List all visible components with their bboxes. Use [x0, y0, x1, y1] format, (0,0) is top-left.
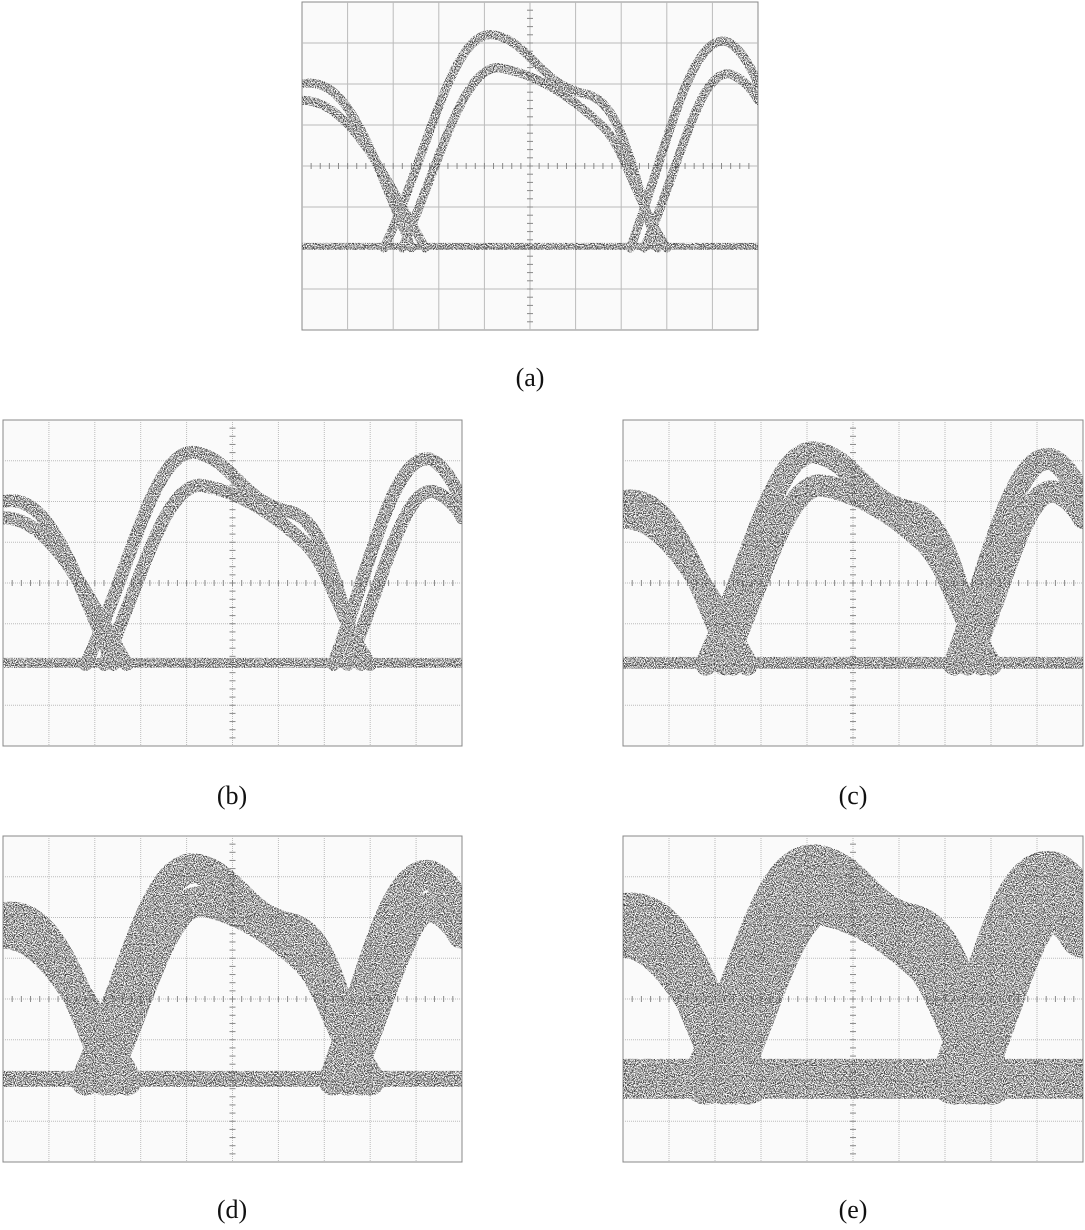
eye-diagram-panel [623, 836, 1083, 1162]
panel-label: (b) [217, 781, 247, 810]
eye-trace-group [302, 2, 758, 330]
eye-diagram-panel [3, 836, 462, 1162]
eye-traces [3, 868, 462, 1080]
eye-trace [333, 459, 462, 665]
eye-trace [384, 35, 658, 248]
eye-trace [968, 907, 1083, 1080]
eye-trace-group [3, 420, 462, 746]
eye-trace-group [3, 836, 462, 1162]
eye-trace [968, 491, 1083, 664]
panel-label: (c) [839, 781, 868, 810]
eye-diagram-panel [3, 420, 462, 746]
eye-traces [3, 452, 462, 664]
eye-trace [954, 459, 1083, 665]
eye-trace [86, 452, 361, 664]
eye-trace-group [623, 420, 1083, 746]
eye-trace [104, 901, 370, 1080]
panel-label: (d) [217, 1195, 247, 1224]
eye-trace [333, 875, 462, 1081]
eye-traces [302, 35, 758, 248]
eye-trace [347, 907, 462, 1080]
eye-diagram-panel [623, 420, 1083, 746]
panel-label: (e) [839, 1195, 868, 1224]
eye-traces [623, 452, 1083, 664]
eye-trace [347, 491, 462, 664]
eye-trace [402, 68, 666, 248]
panel-label: (a) [516, 363, 545, 392]
eye-trace [724, 485, 991, 664]
eye-trace [302, 100, 425, 248]
eye-trace [104, 485, 370, 664]
eye-trace [644, 74, 758, 248]
eye-trace [630, 41, 758, 248]
eye-trace-group [623, 836, 1083, 1162]
eye-traces [623, 868, 1083, 1080]
eye-diagram-panel [302, 2, 758, 330]
